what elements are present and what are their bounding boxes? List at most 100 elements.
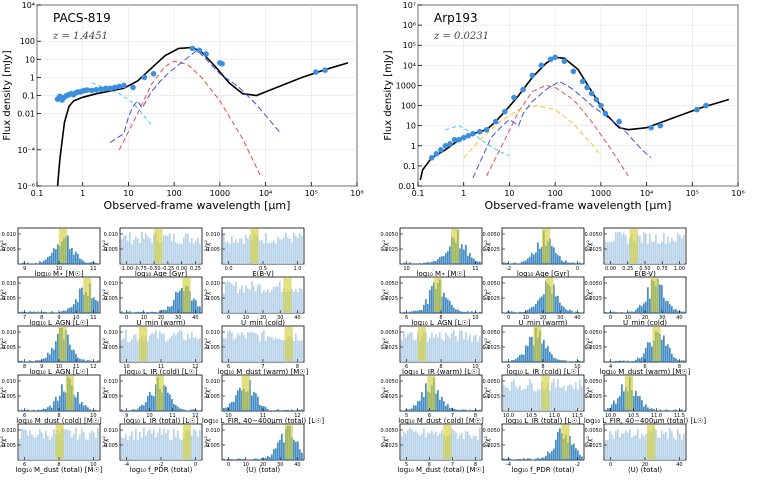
hist-bar — [467, 340, 469, 362]
hist-bar — [235, 395, 237, 411]
hist-bar — [447, 404, 449, 411]
hist-best-fit-band — [427, 376, 436, 410]
hist-bar — [91, 262, 93, 264]
hist-bar — [515, 312, 517, 313]
hist-bar — [181, 330, 183, 362]
hist-bar — [557, 379, 559, 411]
hist-bar — [535, 303, 537, 313]
hist-bar — [455, 432, 457, 460]
hist-bar — [175, 291, 177, 313]
hist-x-tick-label: 1.0 — [293, 266, 301, 272]
hist-bar — [193, 298, 195, 313]
hist-x-axis-label: log₁₀ Age [Gyr] — [135, 270, 187, 278]
hist-bar — [71, 247, 73, 264]
hist-bar — [635, 390, 637, 411]
hist-bar — [179, 243, 181, 264]
hist-bar — [539, 389, 541, 411]
sed-x-tick-label: 1000 — [591, 189, 611, 198]
hist-bar — [401, 436, 403, 460]
hist-bar — [259, 240, 261, 264]
hist-bar — [297, 291, 299, 313]
hist-bar — [451, 407, 453, 411]
hist-bar — [121, 339, 123, 362]
hist-bar — [663, 433, 665, 460]
hist-bar — [245, 285, 247, 313]
sed-data-point — [657, 122, 664, 129]
hist-bar — [659, 409, 661, 411]
hist-x-tick-label: 10 — [472, 364, 478, 370]
hist-bar — [681, 360, 683, 362]
hist-bar — [195, 300, 197, 313]
sed-y-tick-label: 1 — [411, 142, 416, 151]
hist-bar — [509, 391, 511, 411]
hist-bar — [41, 409, 43, 411]
sed-data-point — [561, 58, 568, 65]
hist-x-tick-label: 8 — [296, 364, 299, 370]
hist-bar — [553, 247, 555, 264]
hist-bar — [457, 439, 459, 460]
hist-bar — [261, 405, 263, 411]
hist-bar — [23, 361, 25, 362]
hist-bar — [83, 261, 85, 264]
hist-bar — [517, 312, 519, 313]
hist-bar — [613, 400, 615, 411]
hist-bar — [75, 299, 77, 313]
hist-y-tick-label: 0.005 — [206, 296, 220, 302]
hist-y-axis-label: 1/χ² — [0, 338, 7, 350]
hist-y-tick-label: 0.0025 — [483, 345, 501, 351]
hist-bar — [639, 305, 641, 313]
hist-bar — [503, 384, 505, 411]
hist-bar — [557, 432, 559, 460]
hist-bar — [123, 438, 125, 460]
hist-bar — [163, 333, 165, 362]
hist-bar — [479, 311, 481, 313]
hist-bar — [437, 390, 439, 411]
hist-bar — [475, 261, 477, 264]
hist-bar — [127, 342, 129, 362]
hist-bar — [145, 402, 147, 411]
hist-bar — [541, 296, 543, 313]
hist-bar — [275, 337, 277, 362]
hist-bar — [425, 437, 427, 460]
hist-bar — [97, 428, 99, 460]
hist-bar — [679, 235, 681, 264]
hist-bar — [35, 312, 37, 313]
hist-bar — [623, 433, 625, 460]
hist-bar — [437, 259, 439, 264]
hist-bar — [169, 233, 171, 264]
hist-bar — [45, 408, 47, 411]
hist-bar — [505, 262, 507, 264]
hist-bar — [541, 457, 543, 460]
hist-bar — [73, 433, 75, 460]
hist-bar — [663, 232, 665, 264]
hist-bar — [261, 332, 263, 362]
hist-bar — [665, 345, 667, 362]
hist-bar — [681, 409, 683, 411]
hist-bar — [51, 347, 53, 362]
hist-bar — [667, 410, 669, 411]
hist-bar — [127, 440, 129, 460]
hist-bar — [127, 240, 129, 264]
hist-bar — [477, 439, 479, 460]
hist-bar — [267, 289, 269, 313]
hist-bar — [523, 355, 525, 362]
hist-bar — [673, 309, 675, 313]
hist-x-tick-label: 6 — [428, 462, 431, 468]
hist-bar — [45, 311, 47, 313]
hist-bar — [25, 409, 27, 411]
sed-total-model — [56, 46, 349, 187]
hist-bar — [285, 232, 287, 264]
hist-x-tick-label: 11.5 — [572, 413, 583, 419]
hist-bar — [257, 396, 259, 411]
hist-bar — [671, 430, 673, 460]
hist-y-tick-label: 0.0050 — [483, 330, 501, 336]
hist-y-axis-label: 1/χ² — [0, 387, 7, 399]
hist-bar — [527, 384, 529, 411]
hist-bar — [443, 340, 445, 362]
sed-y-axis-label: Flux density [mJy] — [2, 50, 13, 140]
hist-bar — [417, 310, 419, 313]
hist-bar — [75, 251, 77, 264]
hist-bar — [529, 256, 531, 264]
hist-bar — [451, 428, 453, 460]
